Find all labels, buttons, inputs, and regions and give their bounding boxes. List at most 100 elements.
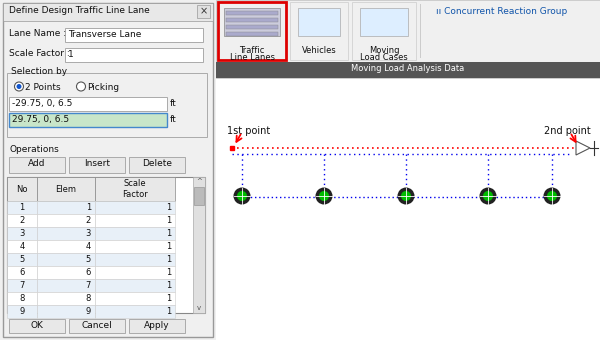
Text: 7: 7 <box>86 281 91 290</box>
Bar <box>37 240 95 253</box>
Circle shape <box>316 187 332 204</box>
Bar <box>7 240 37 253</box>
Bar <box>7 292 37 305</box>
Bar <box>298 8 340 36</box>
Bar <box>224 8 280 36</box>
Bar <box>95 279 175 292</box>
Bar <box>95 292 175 305</box>
Text: 9: 9 <box>19 307 25 316</box>
Text: 6: 6 <box>19 268 25 277</box>
Bar <box>37 177 95 201</box>
Text: Insert: Insert <box>84 159 110 168</box>
Text: 2: 2 <box>19 216 25 225</box>
Text: Line Lanes: Line Lanes <box>229 53 275 62</box>
Text: 8: 8 <box>19 294 25 303</box>
Bar <box>37 253 95 266</box>
Text: 5: 5 <box>19 255 25 264</box>
Bar <box>37 305 95 318</box>
Text: Define Design Traffic Line Lane: Define Design Traffic Line Lane <box>9 6 150 15</box>
Text: Load Cases: Load Cases <box>360 53 408 62</box>
Text: 2 Points: 2 Points <box>25 83 61 92</box>
Bar <box>9 319 65 333</box>
Text: Traffic: Traffic <box>239 46 265 55</box>
Bar <box>7 279 37 292</box>
Text: Picking: Picking <box>87 83 119 92</box>
Bar <box>226 25 278 29</box>
Text: 1: 1 <box>166 268 171 277</box>
Text: 1: 1 <box>166 255 171 264</box>
Circle shape <box>77 82 86 91</box>
Circle shape <box>547 191 557 201</box>
Text: 2: 2 <box>86 216 91 225</box>
Text: Scale
Factor: Scale Factor <box>122 179 148 199</box>
Bar <box>95 253 175 266</box>
Text: 9: 9 <box>86 307 91 316</box>
Bar <box>226 32 278 36</box>
Bar <box>7 73 207 137</box>
Circle shape <box>401 191 411 201</box>
Bar <box>360 8 408 36</box>
Text: Selection by: Selection by <box>11 67 67 76</box>
Text: 1: 1 <box>166 229 171 238</box>
Text: Lane Name :: Lane Name : <box>9 29 66 38</box>
Text: 1: 1 <box>166 281 171 290</box>
Text: Delete: Delete <box>142 159 172 168</box>
Text: Transverse Lane: Transverse Lane <box>68 30 142 39</box>
Bar <box>218 2 286 60</box>
Bar <box>95 227 175 240</box>
Bar <box>9 97 167 111</box>
Polygon shape <box>576 141 590 155</box>
Bar <box>290 2 348 60</box>
Bar <box>216 0 600 78</box>
Bar <box>226 18 278 22</box>
Circle shape <box>237 191 247 201</box>
Text: Apply: Apply <box>144 321 170 329</box>
Circle shape <box>319 191 329 201</box>
Text: ft: ft <box>170 99 177 108</box>
Text: 8: 8 <box>86 294 91 303</box>
Text: 4: 4 <box>86 242 91 251</box>
Text: 1: 1 <box>86 203 91 212</box>
Bar <box>7 201 37 214</box>
Circle shape <box>483 191 493 201</box>
Bar <box>37 292 95 305</box>
Text: Moving: Moving <box>369 46 399 55</box>
Circle shape <box>17 84 22 89</box>
Text: Scale Factor :: Scale Factor : <box>9 49 70 58</box>
Bar <box>9 113 167 127</box>
Bar <box>216 78 600 340</box>
Text: ıı Concurrent Reaction Group: ıı Concurrent Reaction Group <box>436 7 567 16</box>
Bar <box>69 319 125 333</box>
Text: Cancel: Cancel <box>82 321 112 329</box>
Text: ^: ^ <box>196 178 202 184</box>
Text: Add: Add <box>28 159 46 168</box>
Bar <box>7 177 205 313</box>
Text: 1: 1 <box>166 307 171 316</box>
Text: ft: ft <box>170 115 177 124</box>
Bar <box>129 319 185 333</box>
Text: 1st point: 1st point <box>227 126 270 136</box>
Text: No: No <box>16 185 28 193</box>
Bar <box>7 253 37 266</box>
Bar <box>129 157 185 173</box>
Text: Elem: Elem <box>56 185 77 193</box>
Text: 1: 1 <box>166 216 171 225</box>
Bar <box>95 305 175 318</box>
Bar <box>193 177 205 313</box>
Bar <box>7 177 37 201</box>
Circle shape <box>479 187 497 204</box>
Bar <box>7 214 37 227</box>
Bar <box>226 11 278 15</box>
Bar <box>194 187 204 205</box>
Text: OK: OK <box>31 321 43 329</box>
Text: 1: 1 <box>166 203 171 212</box>
Text: v: v <box>197 305 201 311</box>
Bar <box>9 157 65 173</box>
Text: 4: 4 <box>19 242 25 251</box>
Bar <box>95 177 175 201</box>
Text: -29.75, 0, 6.5: -29.75, 0, 6.5 <box>12 99 73 108</box>
Bar <box>420 4 421 58</box>
Text: 7: 7 <box>19 281 25 290</box>
Bar <box>216 62 600 78</box>
Bar <box>37 266 95 279</box>
